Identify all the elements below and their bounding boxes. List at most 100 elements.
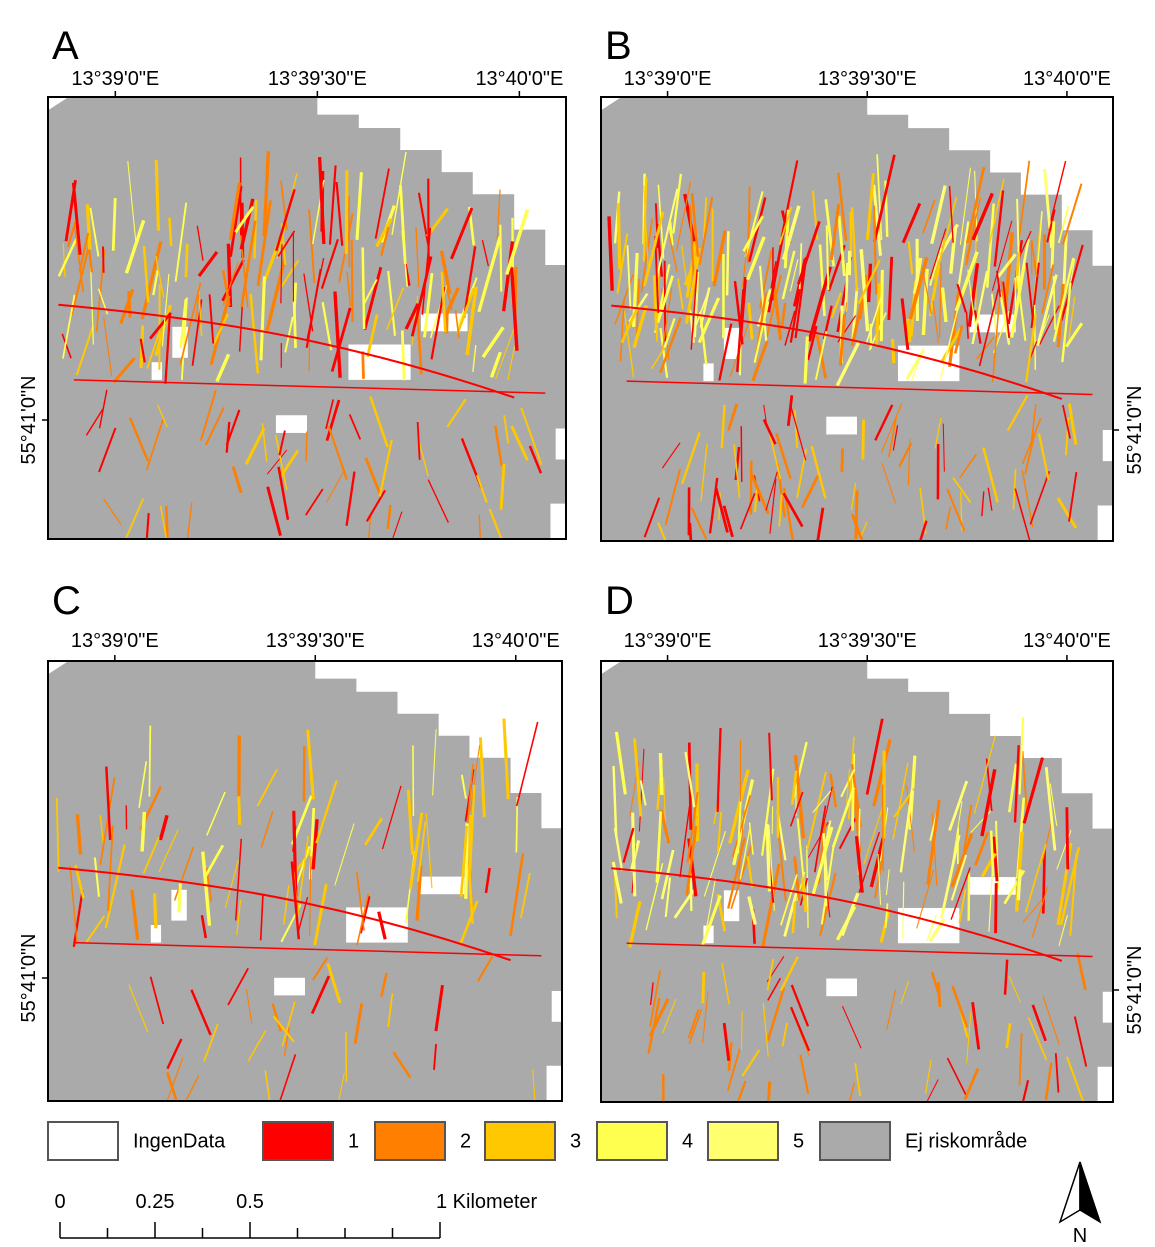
flow-path <box>740 1011 743 1051</box>
flow-path <box>321 302 333 351</box>
flow-path <box>1056 497 1078 529</box>
scale-label: 0.25 <box>136 1191 175 1213</box>
flow-path <box>377 911 387 940</box>
flow-path <box>872 205 878 295</box>
risk-free-area <box>48 661 562 1101</box>
flow-path <box>240 220 257 308</box>
flow-path <box>1062 404 1071 439</box>
flow-path <box>657 522 667 541</box>
flow-path <box>727 1042 733 1071</box>
flow-path <box>748 822 754 855</box>
flow-path <box>355 172 363 240</box>
flow-path <box>973 310 982 344</box>
flow-path <box>180 297 188 380</box>
flow-path <box>145 418 164 471</box>
flow-path <box>215 353 231 383</box>
flow-path <box>793 754 806 839</box>
flow-path <box>381 785 402 850</box>
flow-path <box>854 836 864 893</box>
flow-path <box>700 443 708 501</box>
flow-path <box>945 506 952 530</box>
flow-path <box>965 166 986 244</box>
flow-path <box>702 197 708 241</box>
flow-path <box>439 250 452 295</box>
flow-path <box>99 777 116 866</box>
flow-path <box>631 812 637 897</box>
flow-path <box>128 417 150 462</box>
flow-path <box>940 327 962 362</box>
flow-path <box>69 865 78 945</box>
legend-swatch <box>596 1121 668 1161</box>
flow-path <box>767 977 782 1001</box>
flow-path <box>938 263 942 338</box>
flow-path <box>478 737 486 818</box>
flow-path <box>614 731 627 795</box>
flow-path <box>954 251 979 312</box>
flow-path <box>1067 403 1078 445</box>
flow-path <box>996 270 1002 297</box>
flow-path <box>829 773 838 808</box>
flow-path <box>85 408 104 436</box>
flow-path <box>1021 750 1029 818</box>
panel-frame <box>47 660 563 1102</box>
flow-path <box>78 232 90 272</box>
flow-path <box>245 989 253 1024</box>
flow-path <box>157 404 168 428</box>
flow-path <box>865 173 875 240</box>
flow-path <box>926 800 941 885</box>
flow-path <box>1042 995 1060 1045</box>
flow-path <box>921 268 929 336</box>
flow-path <box>716 727 722 812</box>
flow-path <box>469 745 481 811</box>
flow-path <box>716 812 723 853</box>
flow-path <box>259 895 264 941</box>
flow-path <box>459 825 469 897</box>
flow-path <box>971 1001 981 1050</box>
no-data-area <box>151 362 162 380</box>
flow-path <box>952 477 972 503</box>
flow-path <box>158 829 179 873</box>
flow-path <box>308 856 312 936</box>
flow-path <box>104 844 126 929</box>
flow-path <box>680 432 701 485</box>
flow-path <box>274 434 288 491</box>
flow-path <box>103 316 113 377</box>
flow-path <box>1030 242 1033 275</box>
flow-path <box>733 444 741 499</box>
flow-path <box>142 245 150 303</box>
flow-path <box>1031 1004 1047 1042</box>
flow-path <box>247 1030 267 1062</box>
flow-path <box>970 809 992 833</box>
flow-path <box>325 399 335 430</box>
flow-path <box>284 316 294 353</box>
flow-path <box>333 291 342 378</box>
flow-path <box>884 903 889 928</box>
flow-path <box>111 198 117 251</box>
flow-path <box>900 980 910 1005</box>
panel-letter: D <box>605 579 634 623</box>
flow-path <box>672 173 683 234</box>
flow-path <box>489 351 502 378</box>
flow-path <box>790 984 810 1027</box>
flow-path <box>303 273 314 332</box>
flow-path <box>643 185 649 271</box>
flow-path <box>971 192 994 241</box>
flow-path <box>73 222 84 293</box>
flow-path <box>652 275 658 332</box>
flow-path <box>718 323 733 381</box>
legend-label: 1 <box>348 1130 359 1152</box>
flow-path <box>810 445 827 499</box>
flow-path <box>830 292 843 319</box>
flow-path <box>1012 468 1017 510</box>
legend-swatch <box>819 1121 891 1161</box>
flow-path <box>89 207 100 257</box>
flow-path <box>973 735 996 814</box>
flow-path <box>166 1057 184 1101</box>
flow-path <box>902 881 905 939</box>
flow-path <box>330 307 352 372</box>
flow-path <box>362 279 378 306</box>
flow-path <box>148 725 152 797</box>
flow-path <box>142 836 160 874</box>
flow-path <box>140 241 163 320</box>
flow-path <box>103 498 122 525</box>
